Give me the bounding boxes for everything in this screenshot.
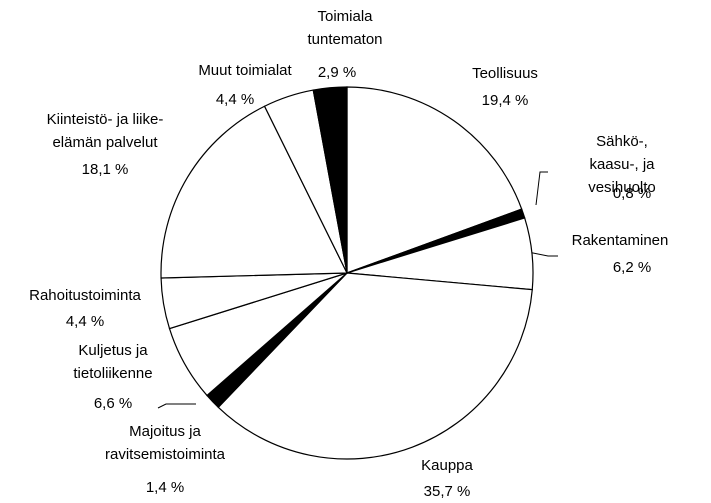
slice-label: Rahoitustoiminta <box>29 287 141 304</box>
leader-line <box>535 171 548 206</box>
value-label: 18,1 % <box>81 161 129 178</box>
value-label: 4,4 % <box>65 313 105 330</box>
value-label: 2,9 % <box>317 64 357 81</box>
value-label: 6,2 % <box>612 259 652 276</box>
value-label: 6,6 % <box>93 395 133 412</box>
value-label: 19,4 % <box>481 92 529 109</box>
slice-label: Kiinteistö- ja liike- elämän palvelut <box>46 111 164 151</box>
pie-slice <box>346 86 523 274</box>
leader-line <box>527 251 558 257</box>
pie-slice <box>160 105 348 279</box>
slice-label: Toimiala tuntematon <box>307 8 383 48</box>
value-label: 35,7 % <box>423 483 471 500</box>
value-label: 0,8 % <box>612 185 652 202</box>
slice-label: Sähkö-, kaasu-, ja vesihuolto <box>588 133 656 196</box>
slice-label: Kuljetus ja tietoliikenne <box>73 342 153 382</box>
pie-slice <box>217 272 533 460</box>
pie-slice <box>312 86 348 274</box>
slice-label: Kauppa <box>421 457 473 474</box>
slice-label: Teollisuus <box>472 65 538 82</box>
value-label: 4,4 % <box>215 91 255 108</box>
value-label: 1,4 % <box>145 479 185 496</box>
slice-label: Majoitus ja ravitsemistoiminta <box>104 423 226 463</box>
slice-label: Rakentaminen <box>571 232 669 249</box>
leader-line <box>157 403 196 409</box>
slice-label: Muut toimialat <box>198 62 292 79</box>
